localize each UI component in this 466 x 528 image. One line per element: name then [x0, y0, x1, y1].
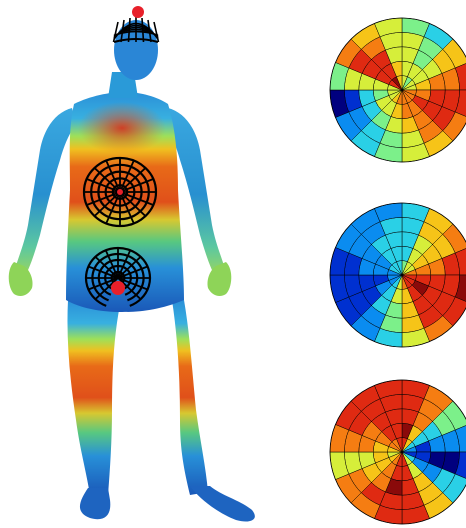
grid-spoke	[86, 178, 121, 193]
polar-map-3	[329, 379, 466, 525]
human-body-model	[8, 20, 255, 522]
grid-spoke	[117, 249, 132, 279]
polar-outline	[329, 379, 466, 525]
grid-spoke	[105, 160, 121, 193]
cap-line	[153, 21, 160, 43]
right-hand	[207, 262, 232, 296]
grid-spoke	[119, 178, 154, 193]
abdomen-marker	[117, 189, 123, 195]
grid-spoke	[119, 167, 147, 193]
grid-spoke	[117, 277, 142, 300]
head-cap-grid	[112, 16, 160, 43]
right-leg	[172, 300, 208, 495]
left-foot	[79, 488, 111, 520]
body-grid-overlays	[82, 16, 160, 307]
grid-spoke	[117, 265, 148, 279]
grid-spoke	[117, 256, 142, 279]
grid-spoke	[117, 277, 148, 291]
cap-line	[127, 17, 131, 43]
grid-spoke	[119, 160, 135, 193]
cap-line	[112, 21, 119, 43]
cap-rim	[113, 38, 159, 43]
body-markers	[111, 6, 144, 295]
grid-spoke	[119, 191, 135, 224]
right-foot	[190, 486, 255, 522]
cap-line	[141, 17, 145, 43]
cap-line	[147, 19, 152, 43]
head	[114, 20, 158, 80]
grid-spoke	[93, 167, 121, 193]
left-arm	[14, 108, 76, 282]
grid-spoke	[105, 191, 121, 224]
grid-spoke	[119, 191, 154, 206]
pelvis-marker	[111, 281, 125, 295]
polar-outline	[329, 202, 466, 348]
grid-spoke	[88, 277, 119, 291]
abdomen-grid-lower	[84, 246, 152, 307]
grid-spoke	[94, 277, 119, 300]
polar-map-2	[329, 202, 466, 348]
chest-region	[78, 102, 166, 154]
polar-outline	[329, 17, 466, 163]
cap-line	[120, 19, 125, 43]
grid-spoke	[94, 256, 119, 279]
grid-spoke	[88, 265, 119, 279]
grid-spoke	[104, 249, 119, 279]
grid-spoke	[93, 191, 121, 217]
polar-map-1	[329, 17, 466, 163]
left-hand	[8, 262, 33, 296]
right-arm	[164, 108, 226, 282]
polar-maps	[329, 17, 466, 525]
abdomen-grid-upper	[82, 156, 158, 228]
grid-spoke	[86, 191, 121, 206]
grid-spoke	[119, 191, 147, 217]
left-leg	[67, 300, 120, 495]
head-marker	[132, 6, 144, 18]
